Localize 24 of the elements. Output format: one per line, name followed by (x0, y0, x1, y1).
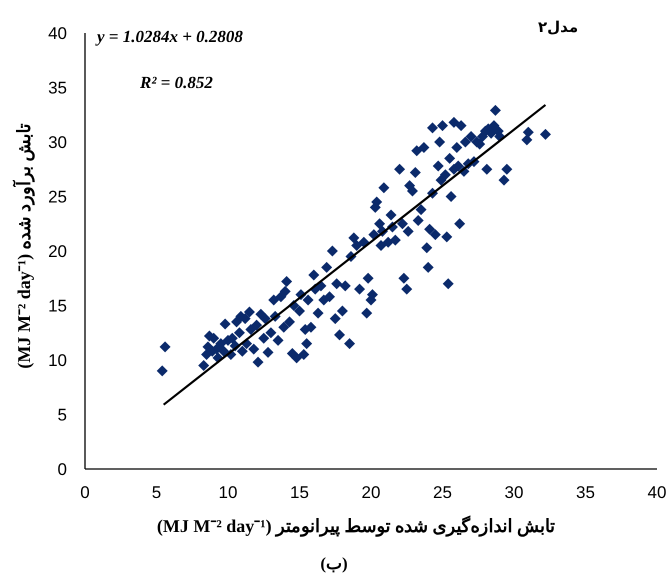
chart-title: مدل۲ (538, 18, 578, 36)
x-tick-label: 20 (362, 483, 380, 502)
y-tick-label: 40 (48, 24, 67, 43)
x-tick-label: 5 (152, 483, 162, 502)
x-tick-label: 30 (504, 483, 524, 502)
y-tick-label: 35 (48, 78, 67, 98)
x-tick-label: 40 (648, 483, 666, 502)
y-tick-label: 25 (48, 188, 67, 206)
y-tick-label: 30 (48, 133, 67, 152)
x-tick-label: 25 (433, 483, 452, 502)
annotation: y = 1.0284x + 0.2808 (95, 27, 244, 46)
x-tick-label: 15 (290, 483, 309, 502)
y-tick-label: 0 (58, 460, 67, 479)
x-tick-label: 0 (80, 483, 90, 502)
y-tick-label: 15 (48, 296, 67, 316)
y-axis-title: تابش برآورد شده (MJ M⁻² day⁻¹) (12, 123, 35, 369)
x-tick-label: 10 (218, 483, 238, 502)
text: (ب) (320, 554, 348, 573)
annotation: R² = 0.852 (139, 73, 214, 92)
x-axis-title: تابش اندازه‌گیری شده توسط پیرانومتر (MJ M⁻² day⁻¹) (156, 515, 556, 537)
y-tick-label: 20 (48, 242, 67, 261)
x-tick-label: 35 (576, 483, 595, 502)
y-tick-label: 5 (58, 406, 67, 424)
y-tick-label: 10 (48, 351, 67, 370)
